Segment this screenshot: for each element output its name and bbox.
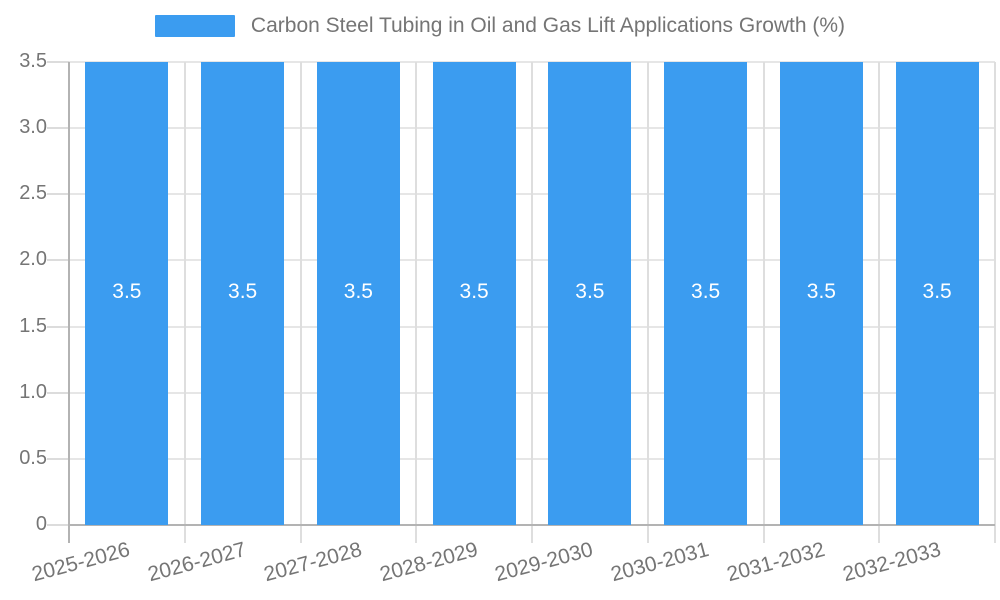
y-tick xyxy=(47,193,69,196)
bar[interactable] xyxy=(664,62,748,525)
x-tick-label: 2027-2028 xyxy=(261,538,365,587)
y-tick xyxy=(47,127,69,130)
v-gridline xyxy=(878,62,881,543)
x-tick-label: 2026-2027 xyxy=(145,538,249,587)
y-tick xyxy=(47,61,69,63)
bar[interactable] xyxy=(779,62,863,525)
x-tick-label: 2032-2033 xyxy=(840,538,944,587)
legend-label: Carbon Steel Tubing in Oil and Gas Lift … xyxy=(250,14,846,37)
bar-value-label: 3.5 xyxy=(806,279,836,303)
bar-value-label: 3.5 xyxy=(922,279,952,303)
x-axis-line xyxy=(69,524,995,526)
y-tick-label: 0.5 xyxy=(19,446,47,469)
v-gridline xyxy=(415,62,418,543)
x-tick-label: 2029-2030 xyxy=(492,538,596,587)
v-gridline xyxy=(994,62,996,543)
y-tick xyxy=(47,325,69,328)
bar-value-label: 3.5 xyxy=(575,279,605,303)
v-gridline xyxy=(646,62,649,543)
bar-value-label: 3.5 xyxy=(691,279,721,303)
y-tick xyxy=(47,524,69,526)
v-gridline xyxy=(299,62,302,543)
bar[interactable] xyxy=(316,62,400,525)
y-tick-label: 3.5 xyxy=(19,50,47,72)
x-tick-label: 2028-2029 xyxy=(377,538,481,587)
y-tick xyxy=(47,391,69,394)
bar[interactable] xyxy=(548,62,632,525)
x-tick-label: 2025-2026 xyxy=(29,538,133,587)
v-gridline xyxy=(183,62,186,543)
bar-value-label: 3.5 xyxy=(343,279,373,303)
x-tick-label: 2030-2031 xyxy=(608,538,712,587)
y-tick xyxy=(47,457,69,460)
y-tick-label: 2.0 xyxy=(19,248,47,271)
bar-value-label: 3.5 xyxy=(459,279,489,303)
bar[interactable] xyxy=(85,62,169,525)
chart-legend-item[interactable]: Carbon Steel Tubing in Oil and Gas Lift … xyxy=(0,14,1000,38)
y-tick-label: 2.5 xyxy=(19,182,47,205)
y-axis-line xyxy=(68,62,70,543)
y-tick-label: 1.5 xyxy=(19,314,47,337)
legend-swatch xyxy=(154,15,235,37)
x-tick-label: 2031-2032 xyxy=(724,538,828,587)
bar[interactable] xyxy=(895,62,979,525)
y-tick-label: 0 xyxy=(35,513,47,535)
y-tick-label: 1.0 xyxy=(19,380,47,403)
bar-value-label: 3.5 xyxy=(112,279,142,303)
y-tick xyxy=(47,259,69,262)
bar-value-label: 3.5 xyxy=(228,279,258,303)
v-gridline xyxy=(762,62,765,543)
y-tick-label: 3.0 xyxy=(19,116,47,139)
bar[interactable] xyxy=(201,62,285,525)
bar[interactable] xyxy=(432,62,516,525)
v-gridline xyxy=(531,62,533,543)
